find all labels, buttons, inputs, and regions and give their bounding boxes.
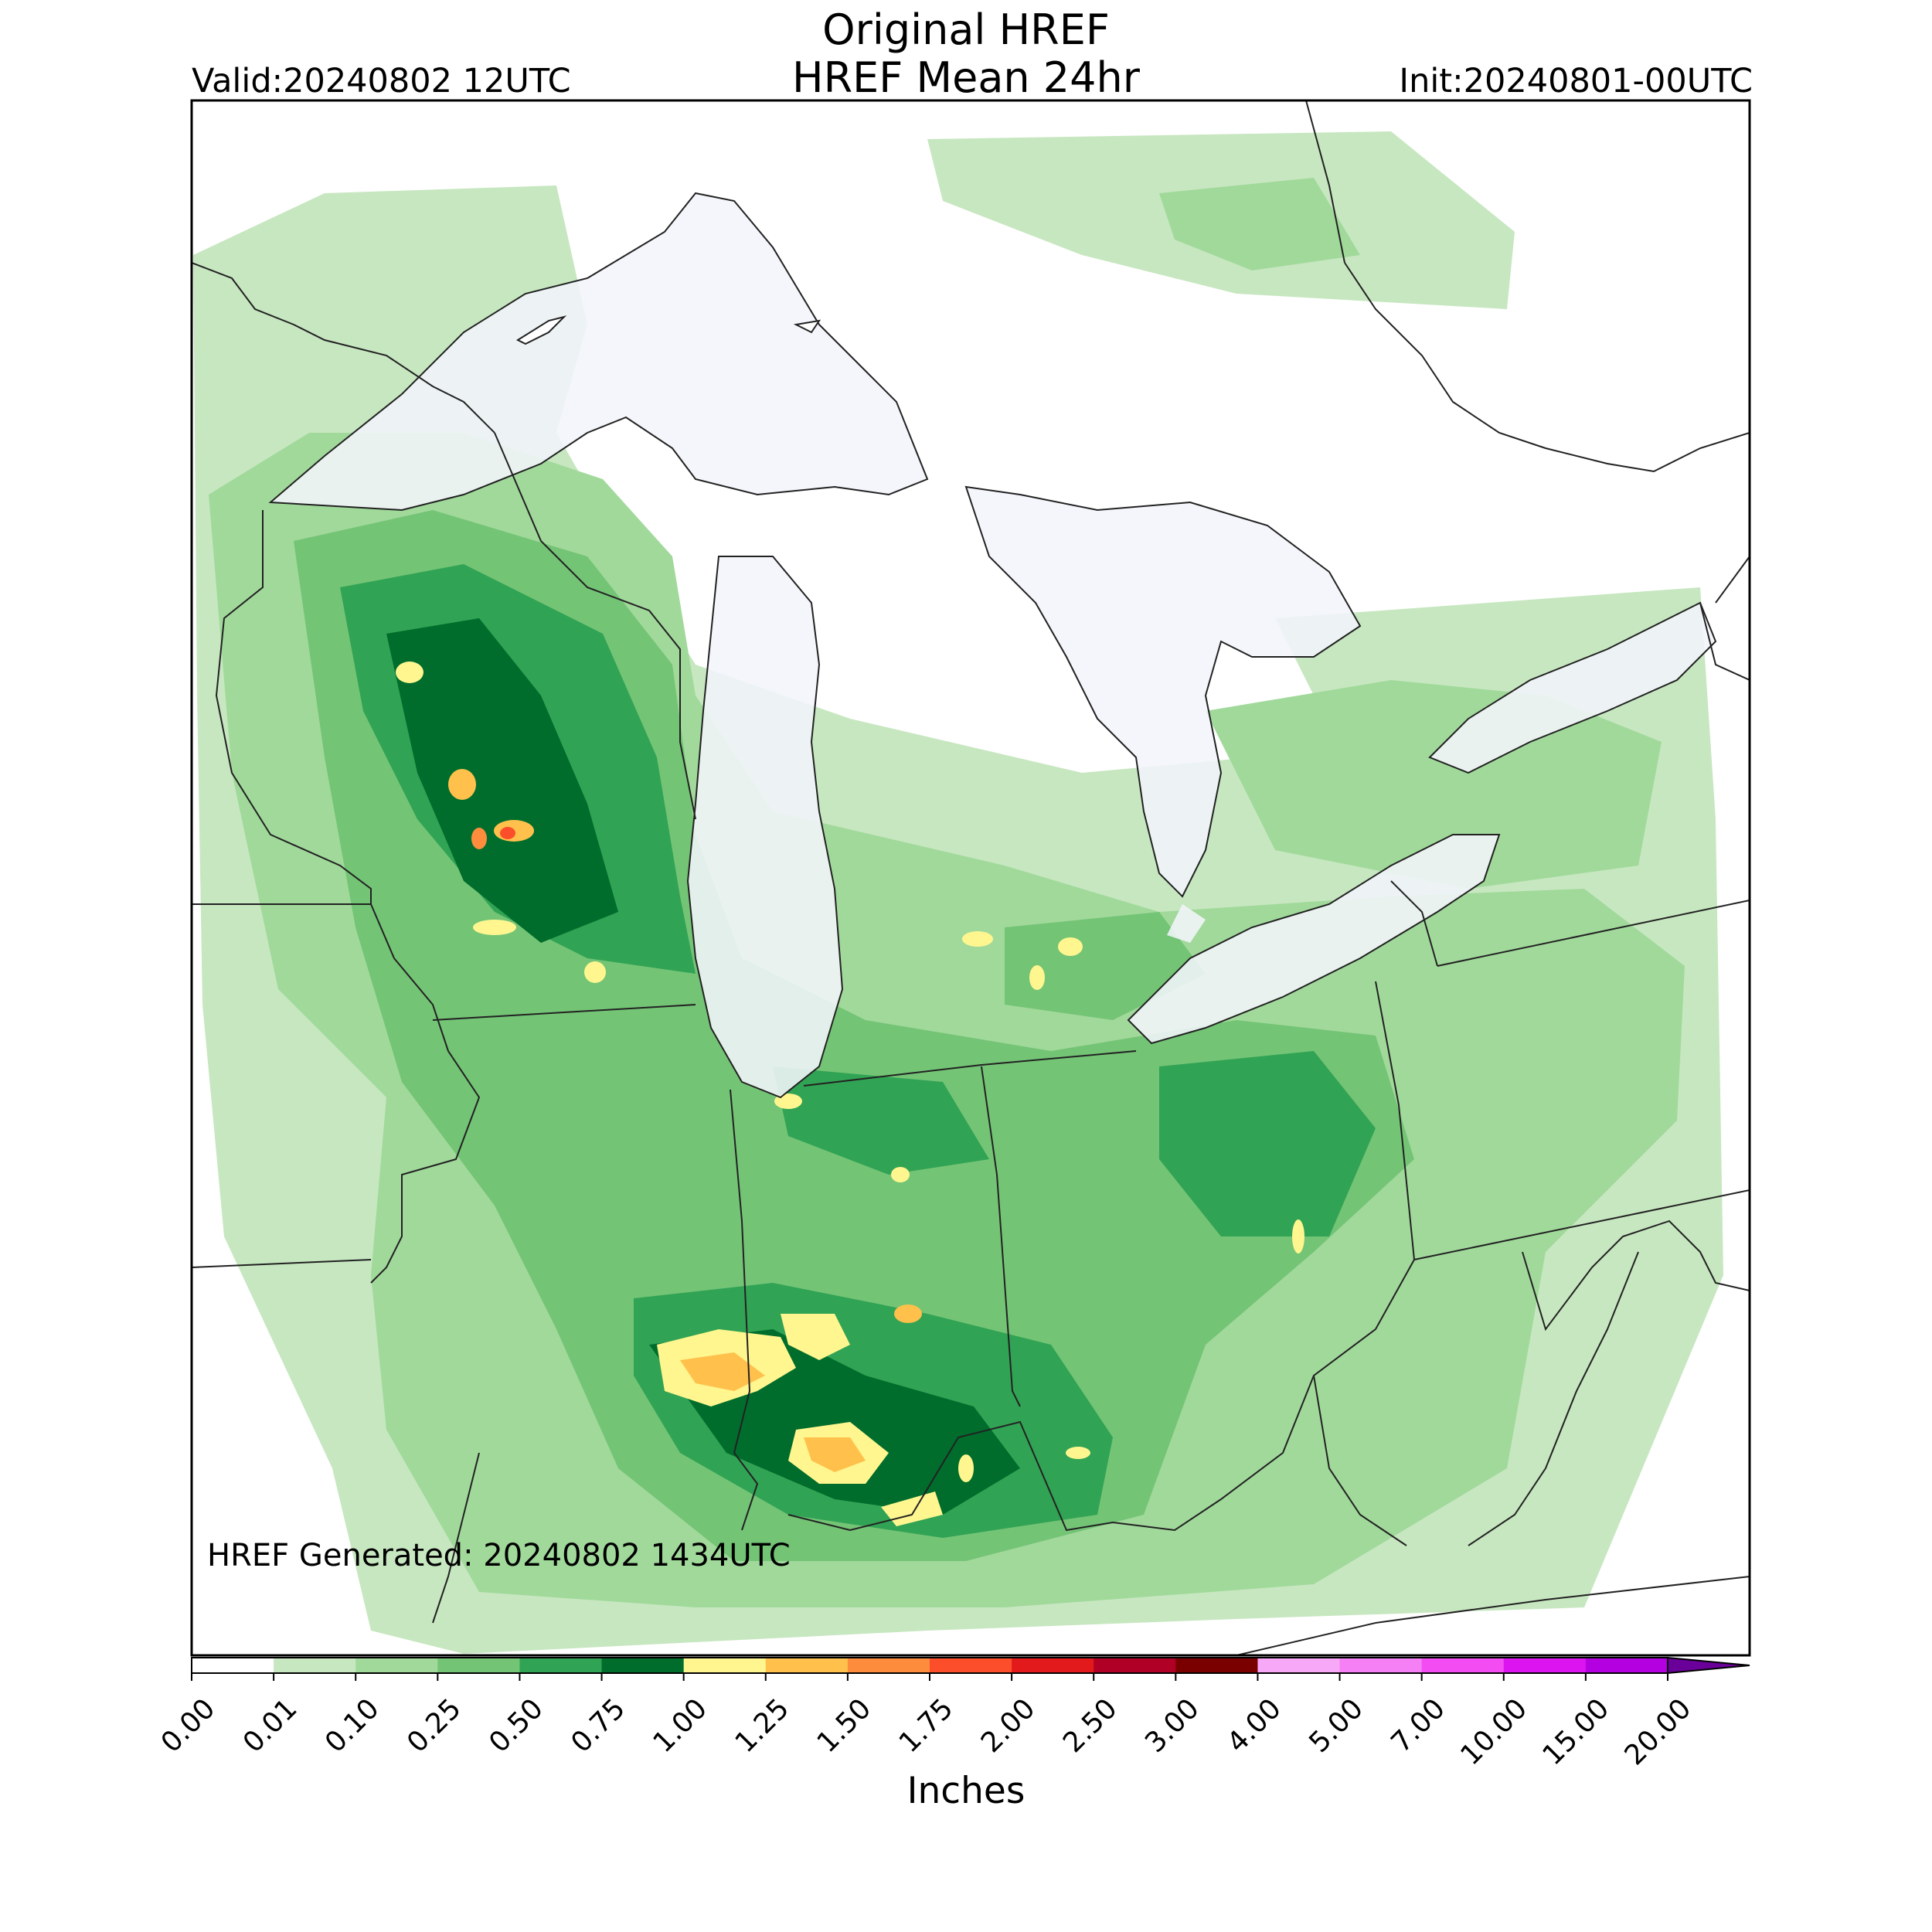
colorbar-segment: [1421, 1658, 1505, 1673]
colorbar-segment: [601, 1658, 685, 1673]
title-line-1: Original HREF: [822, 5, 1110, 54]
colorbar-tick-label: 5.00: [1303, 1692, 1369, 1759]
colorbar-segment: [1339, 1658, 1423, 1673]
colorbar-tick-label: 15.00: [1536, 1692, 1615, 1771]
lake-superior: [270, 193, 927, 510]
colorbar-segment: [765, 1658, 849, 1673]
colorbar-segment: [274, 1658, 356, 1673]
colorbar-segment: [683, 1658, 767, 1673]
title-line-2: HREF Mean 24hr: [792, 53, 1140, 102]
generated-timestamp: HREF Generated: 20240802 1434UTC: [207, 1538, 791, 1573]
colorbar-label: Inches: [906, 1770, 1026, 1812]
colorbar-segment: [1012, 1658, 1094, 1673]
colorbar-tick-label: 2.50: [1057, 1692, 1124, 1759]
colorbar-segment: [1175, 1658, 1258, 1673]
colorbar-tick-label: 1.25: [730, 1692, 796, 1759]
colorbar-extend-arrow: [1667, 1656, 1750, 1675]
lake-erie: [1128, 835, 1499, 1043]
colorbar-tick-label: 0.25: [401, 1692, 468, 1759]
colorbar-segment: [437, 1658, 520, 1673]
colorbar-tick-label: 0.75: [565, 1692, 631, 1759]
great-lakes: [270, 193, 1716, 1097]
lake-islands: [515, 315, 821, 345]
lake-michigan: [688, 556, 842, 1097]
colorbar-segment: [1094, 1658, 1176, 1673]
colorbar-tick-label: 1.75: [893, 1692, 960, 1759]
colorbar-segment: [930, 1658, 1012, 1673]
state-borders: [192, 100, 1750, 1655]
colorbar-tick-label: 20.00: [1619, 1692, 1698, 1771]
precip-hotspots: [396, 662, 1304, 1526]
valid-time-label: Valid:20240802 12UTC: [192, 62, 571, 100]
colorbar-tick-label: 3.00: [1139, 1692, 1206, 1759]
colorbar-tick-label: 0.01: [237, 1692, 304, 1759]
colorbar-segment: [1503, 1658, 1587, 1673]
init-time-label: Init:20240801-00UTC: [1399, 62, 1753, 100]
colorbar-tick-label: 1.00: [647, 1692, 713, 1759]
colorbar-tick-label: 7.00: [1385, 1692, 1451, 1759]
lake-ontario: [1430, 603, 1716, 773]
colorbar-tick-label: 10.00: [1454, 1692, 1533, 1771]
colorbar-tick-label: 1.50: [811, 1692, 878, 1759]
colorbar-segment: [519, 1658, 603, 1673]
colorbar-segment: [847, 1658, 930, 1673]
colorbar-segment: [1585, 1658, 1668, 1673]
map-frame: [190, 99, 1751, 1657]
colorbar-tick-label: 0.00: [155, 1692, 222, 1759]
colorbar: 0.00 0.01 0.10 0.25 0.50 0.75 1.00 1.25 1.50 1.75…: [155, 1656, 1750, 1771]
colorbar-tick-label: 0.10: [319, 1692, 386, 1759]
colorbar-tick-label: 4.00: [1221, 1692, 1287, 1759]
colorbar-tick-label: 0.50: [483, 1692, 549, 1759]
colorbar-tick-label: 2.00: [975, 1692, 1042, 1759]
colorbar-segment: [1257, 1658, 1341, 1673]
colorbar-segment: [192, 1658, 274, 1673]
colorbar-segment: [355, 1658, 438, 1673]
lake-huron: [966, 487, 1360, 896]
